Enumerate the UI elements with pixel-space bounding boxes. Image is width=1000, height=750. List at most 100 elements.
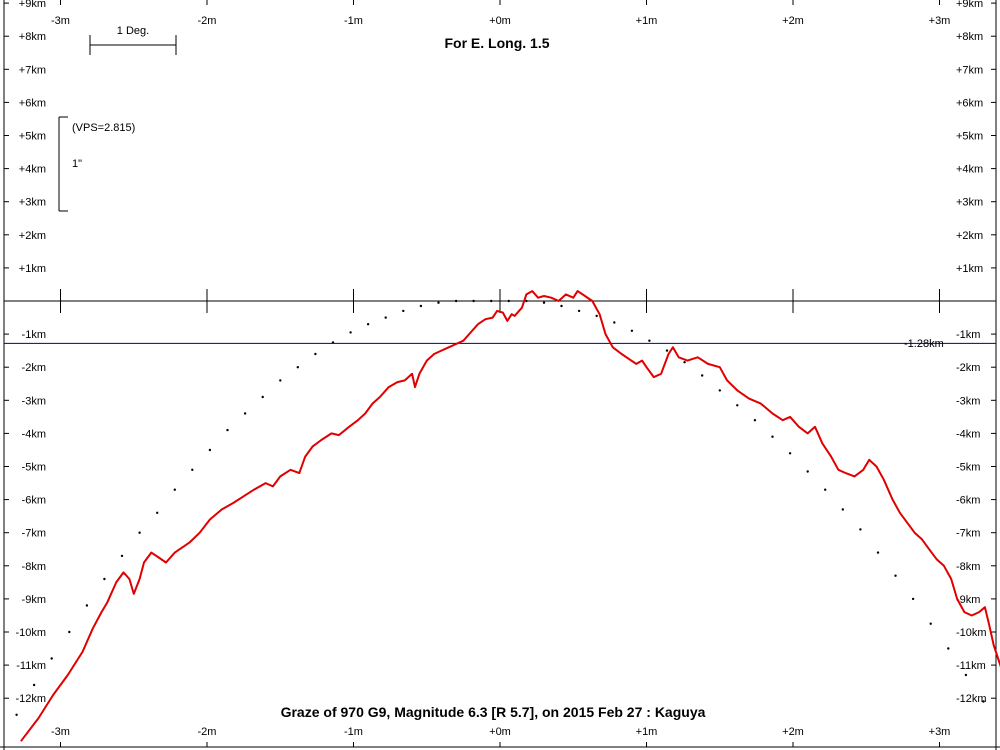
limb-dot bbox=[191, 468, 194, 471]
limb-dot bbox=[525, 299, 528, 303]
x-tick-label-bottom: +0m bbox=[489, 726, 511, 738]
limb-dot bbox=[964, 673, 968, 677]
y-tick-label-right: +7km bbox=[956, 64, 983, 76]
y-tick-label-left: +5km bbox=[19, 131, 46, 143]
y-tick-label-left: -9km bbox=[22, 594, 46, 606]
x-axis-top: -3m -2m -1m +0m +1m +2m +3m bbox=[51, 0, 950, 27]
y-tick-label-right: -11km bbox=[956, 660, 986, 672]
y-tick-label-right: -1km bbox=[956, 329, 980, 341]
x-tick-label-top: -3m bbox=[51, 15, 70, 27]
limb-dot bbox=[103, 577, 106, 581]
y-tick-label-right: +6km bbox=[956, 97, 983, 109]
limb-dot bbox=[138, 531, 141, 534]
limb-dot bbox=[173, 488, 176, 491]
y-tick-label-right: -2km bbox=[956, 362, 980, 374]
limb-dot bbox=[894, 574, 897, 577]
x-tick-label-top: -2m bbox=[198, 15, 217, 27]
y-tick-label-left: +2km bbox=[19, 230, 46, 242]
x-tick-label-top: -1m bbox=[344, 15, 363, 27]
limb-dot bbox=[279, 379, 282, 382]
limb-dot bbox=[226, 428, 229, 432]
limb-dot bbox=[630, 329, 634, 332]
y-tick-label-left: +1km bbox=[19, 263, 46, 275]
limb-dot bbox=[683, 361, 686, 364]
limb-dot bbox=[402, 309, 405, 313]
y-tick-label-left: +8km bbox=[19, 31, 46, 43]
y-tick-label-right: -6km bbox=[956, 495, 980, 507]
limb-dot bbox=[454, 299, 458, 303]
y-tick-label-left: +6km bbox=[19, 97, 46, 109]
limb-dot bbox=[68, 630, 71, 634]
limb-dot bbox=[648, 339, 651, 342]
x-tick-label-bottom: -2m bbox=[198, 726, 217, 738]
limb-dot bbox=[472, 299, 475, 303]
limb-dot bbox=[349, 331, 352, 334]
limb-dot bbox=[806, 470, 809, 473]
y-tick-label-right: -9km bbox=[956, 594, 980, 606]
y-tick-label-left: -4km bbox=[22, 428, 46, 440]
limb-dot bbox=[243, 412, 247, 415]
y-tick-label-right: +5km bbox=[956, 131, 983, 143]
y-tick-label-left: -8km bbox=[22, 561, 46, 573]
limb-dot bbox=[701, 374, 704, 377]
limb-dot bbox=[841, 508, 844, 511]
degree-scale-bar: 1 Deg. bbox=[89, 25, 177, 55]
vertical-scale-label: 1" bbox=[72, 158, 82, 170]
y-tick-label-left: -7km bbox=[22, 528, 46, 540]
limb-dot bbox=[560, 304, 563, 308]
limb-dot bbox=[419, 304, 423, 308]
x-tick-label-top: +3m bbox=[929, 15, 951, 27]
limb-dot bbox=[929, 622, 932, 625]
limb-dot bbox=[261, 395, 264, 399]
limb-dot bbox=[577, 309, 581, 313]
limb-dot bbox=[665, 349, 669, 352]
y-tick-label-right: +9km bbox=[956, 0, 983, 10]
limb-dot bbox=[824, 488, 827, 491]
profile-series-line bbox=[20, 290, 1000, 742]
limb-dot bbox=[384, 316, 387, 319]
chart-subtitle: Graze of 970 G9, Magnitude 6.3 [R 5.7], … bbox=[281, 704, 706, 720]
y-tick-label-left: +4km bbox=[19, 164, 46, 176]
x-tick-label-top: +0m bbox=[489, 15, 511, 27]
y-tick-label-right: -12km bbox=[956, 693, 987, 705]
y-tick-label-left: -1km bbox=[22, 329, 46, 341]
y-tick-label-left: +9km bbox=[19, 0, 46, 10]
y-axis-right: +9km +8km +7km +6km +5km +4km +3km +2km +1km -1km… bbox=[956, 0, 996, 705]
limb-dot bbox=[753, 419, 757, 422]
limb-dot bbox=[296, 366, 299, 369]
y-tick-label-right: -4km bbox=[956, 428, 980, 440]
limb-dot bbox=[982, 700, 985, 703]
x-tick-label-bottom: -3m bbox=[51, 726, 70, 738]
limb-dot bbox=[788, 452, 792, 455]
degree-scale-label: 1 Deg. bbox=[117, 25, 149, 37]
y-tick-label-left: -11km bbox=[16, 660, 46, 672]
limb-dot bbox=[490, 299, 493, 303]
y-tick-label-left: -3km bbox=[22, 395, 46, 407]
limb-dot bbox=[15, 713, 18, 716]
x-tick-label-bottom: +2m bbox=[782, 726, 804, 738]
limb-dot bbox=[85, 604, 89, 607]
limb-dot bbox=[613, 321, 616, 324]
y-tick-label-right: -7km bbox=[956, 528, 980, 540]
y-tick-label-right: -3km bbox=[956, 395, 980, 407]
y-tick-label-right: +4km bbox=[956, 164, 983, 176]
x-tick-label-top: +1m bbox=[636, 15, 658, 27]
y-tick-label-left: +7km bbox=[19, 64, 46, 76]
y-tick-label-left: -5km bbox=[22, 462, 46, 474]
limb-dot bbox=[507, 299, 510, 303]
y-tick-label-right: +3km bbox=[956, 197, 983, 209]
limb-dot bbox=[736, 404, 739, 407]
limb-dot bbox=[32, 683, 36, 687]
y-tick-label-right: +1km bbox=[956, 263, 983, 275]
limb-dot bbox=[718, 389, 721, 392]
y-tick-label-left: -12km bbox=[15, 693, 46, 705]
limb-dot bbox=[771, 435, 774, 438]
zero-line-ticks bbox=[60, 289, 940, 313]
x-tick-label-bottom: +1m bbox=[636, 726, 658, 738]
x-tick-label-bottom: +3m bbox=[929, 726, 951, 738]
limb-dot bbox=[50, 657, 53, 660]
limb-dot bbox=[120, 554, 124, 558]
x-tick-label-bottom: -1m bbox=[344, 726, 363, 738]
chart-title: For E. Long. 1.5 bbox=[444, 35, 549, 51]
